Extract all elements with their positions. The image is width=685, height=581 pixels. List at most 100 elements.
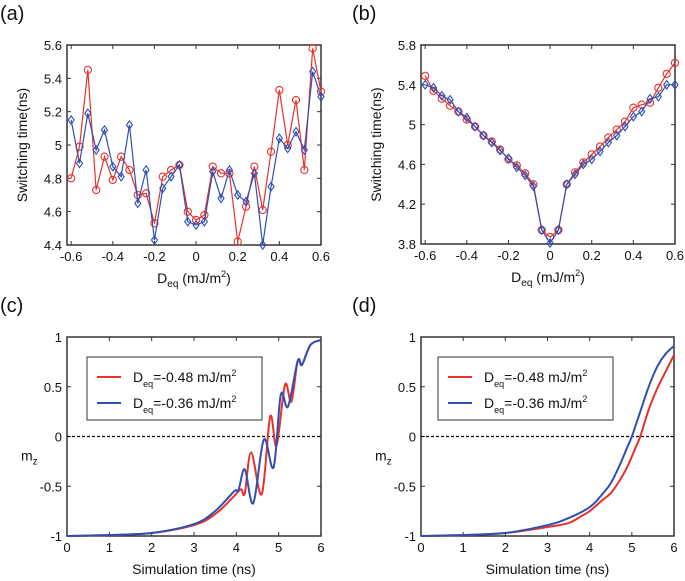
tspan: D xyxy=(511,269,521,285)
data-point-diamond xyxy=(242,196,250,207)
x-tick-label: 2 xyxy=(148,540,155,555)
y-tick-label: -0.5 xyxy=(394,479,416,494)
panel-label: (b) xyxy=(352,3,376,25)
panel-a: (a) -0.6 -0.4 -0.2 0 0.2 0.4 0.6 4.4 4.6 4.8 5 5.2 5.… xyxy=(0,3,330,290)
data-point-diamond xyxy=(421,79,429,90)
x-tick-label: 0.4 xyxy=(270,249,288,264)
series-curve-blue xyxy=(66,339,322,537)
data-point-diamond xyxy=(267,181,275,192)
legend-label: Deq=-0.36 mJ/m2 xyxy=(484,394,587,415)
tspan: (mJ/m xyxy=(178,270,221,286)
data-point-diamond xyxy=(317,91,325,102)
data-point-diamond xyxy=(429,82,438,93)
x-tick-label: 3 xyxy=(544,540,551,555)
data-point-circle xyxy=(233,237,242,246)
data-point-diamond xyxy=(554,224,563,236)
data-point-diamond xyxy=(629,111,638,122)
data-point-diamond xyxy=(142,164,150,176)
legend-label: Deq=-0.48 mJ/m2 xyxy=(133,368,236,389)
data-point-diamond xyxy=(200,216,209,227)
data-point-diamond xyxy=(125,119,134,131)
data-point-circle xyxy=(300,165,309,175)
data-point-diamond xyxy=(75,158,84,169)
data-point-circle xyxy=(91,185,101,195)
tspan: =-0.36 mJ/m xyxy=(504,395,582,411)
data-point-circle xyxy=(662,69,671,79)
tspan: =-0.36 mJ/m xyxy=(153,395,231,411)
data-point-circle xyxy=(604,133,613,142)
tspan: eq xyxy=(143,379,153,389)
data-point-diamond xyxy=(308,66,317,77)
x-tick-label: 2 xyxy=(502,540,509,555)
data-point-diamond xyxy=(621,121,629,132)
data-point-circle xyxy=(141,189,151,198)
tspan: 2 xyxy=(582,368,587,378)
tspan: 2 xyxy=(231,368,236,378)
y-axis-label: mz xyxy=(375,448,392,468)
data-point-circle xyxy=(629,103,638,112)
data-point-diamond xyxy=(454,106,463,117)
data-point-circle xyxy=(512,161,521,170)
data-point-diamond xyxy=(117,171,125,182)
data-point-diamond xyxy=(638,106,646,117)
y-tick-label: -1 xyxy=(404,529,416,544)
x-tick-label: -0.6 xyxy=(60,249,82,264)
tspan: eq xyxy=(167,279,178,290)
tspan: D xyxy=(484,369,494,385)
y-tick-label: 0.5 xyxy=(398,380,416,395)
y-tick-label: -0.5 xyxy=(40,479,62,494)
panel-c: (c) 0 1 2 3 4 5 6 -1 -0.5 0 0.5 1 Simulation time (ns… xyxy=(0,295,325,577)
tspan: D xyxy=(157,270,167,286)
data-point-diamond xyxy=(167,171,175,182)
x-tick-label: -0.4 xyxy=(456,248,478,263)
data-point-circle xyxy=(67,174,76,183)
data-point-diamond xyxy=(596,146,604,157)
x-tick-label: 0 xyxy=(417,540,424,555)
x-axis-label: Simulation time (ns) xyxy=(132,561,256,577)
data-point-diamond xyxy=(538,224,546,236)
x-tick-label: 5 xyxy=(275,540,282,555)
y-axis-label: Switching time(ns) xyxy=(368,87,384,201)
tspan: =-0.48 mJ/m xyxy=(153,369,231,385)
y-tick-label: 3.8 xyxy=(398,237,416,252)
data-point-circle xyxy=(670,58,680,68)
data-point-circle xyxy=(108,175,117,185)
y-tick-label: 0 xyxy=(55,430,62,445)
data-point-diamond xyxy=(109,161,117,172)
y-tick-label: 0.5 xyxy=(44,380,62,395)
data-point-circle xyxy=(191,215,201,225)
tspan: D xyxy=(484,395,494,411)
data-point-circle xyxy=(462,115,471,124)
tspan: D xyxy=(133,369,143,385)
tspan: eq xyxy=(494,405,504,415)
y-tick-label: 1 xyxy=(409,330,416,345)
x-tick-label: 0 xyxy=(546,248,553,263)
data-point-diamond xyxy=(192,219,200,231)
x-tick-label: 0.2 xyxy=(583,248,601,263)
tspan: m xyxy=(21,448,33,464)
data-point-diamond xyxy=(134,198,142,209)
data-point-diamond xyxy=(259,239,267,251)
tspan: (mJ/m xyxy=(532,269,575,285)
data-point-circle xyxy=(158,172,167,181)
data-point-diamond xyxy=(546,237,554,249)
series-line-blue xyxy=(424,84,675,245)
panel-label: (a) xyxy=(0,3,24,25)
tspan: 2 xyxy=(221,269,226,279)
x-tick-label: 5 xyxy=(628,540,635,555)
x-tick-label: -0.2 xyxy=(497,248,519,263)
data-point-diamond xyxy=(300,144,309,156)
data-point-circle xyxy=(421,71,430,80)
data-point-circle xyxy=(250,162,259,171)
legend-label: Deq=-0.36 mJ/m2 xyxy=(133,394,236,415)
y-tick-label: -1 xyxy=(50,529,62,544)
tspan: z xyxy=(387,457,392,468)
y-axis-label: mz xyxy=(21,448,38,468)
data-point-diamond xyxy=(471,121,479,132)
y-tick-label: 0 xyxy=(409,430,416,445)
data-point-diamond xyxy=(579,159,588,170)
y-tick-label: 5 xyxy=(55,138,62,153)
tspan: ) xyxy=(580,269,585,285)
tspan: eq xyxy=(521,278,532,289)
